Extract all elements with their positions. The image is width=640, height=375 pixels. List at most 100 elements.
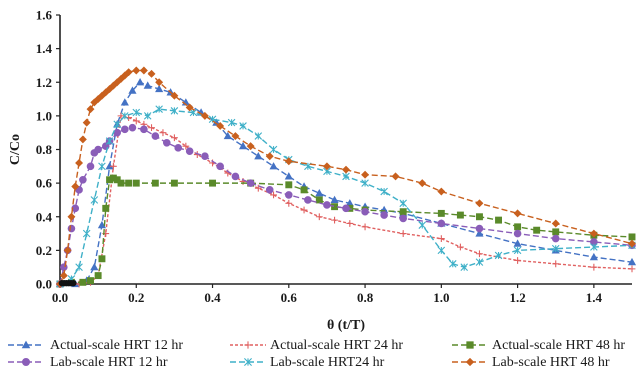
series-2 (56, 112, 636, 288)
data-point (82, 229, 91, 238)
data-point (533, 226, 541, 234)
series-line (59, 108, 633, 285)
data-point (128, 86, 137, 94)
data-point (223, 131, 232, 140)
data-point (342, 172, 350, 181)
legend-label: Lab-scale HRT 12 hr (50, 355, 168, 370)
data-point (155, 84, 164, 93)
data-point (437, 187, 446, 196)
data-point (117, 112, 125, 120)
x-tick-label: 0.6 (281, 290, 298, 305)
data-point (132, 108, 141, 117)
data-point (113, 128, 121, 137)
data-point (418, 179, 427, 188)
y-tick-label: 1.0 (36, 108, 52, 123)
legend-label: Actual-scale HRT 24 hr (270, 338, 403, 353)
data-point (132, 66, 141, 75)
data-point (148, 124, 155, 132)
data-point (391, 172, 400, 181)
data-point (246, 142, 255, 151)
series-layer (56, 66, 636, 288)
data-point (513, 246, 522, 255)
data-point (170, 91, 179, 100)
data-point (143, 112, 152, 120)
data-point (284, 191, 293, 199)
data-point (476, 250, 483, 258)
x-tick-label: 1.2 (509, 290, 525, 305)
data-point (121, 125, 129, 134)
y-tick-label: 1.6 (36, 8, 53, 23)
data-point (315, 196, 323, 204)
legend-label: Lab-scale HRT24 hr (270, 355, 385, 370)
data-point (90, 196, 99, 204)
data-point (79, 278, 87, 286)
legend-item: Lab-scale HRT24 hr (230, 355, 385, 370)
data-point (155, 105, 163, 113)
data-point (136, 78, 145, 86)
legend: Actual-scale HRT 12 hr Actual-scale HRT 2… (8, 338, 625, 370)
axes (56, 14, 632, 288)
data-point (628, 233, 636, 241)
data-point (140, 125, 148, 134)
data-point (342, 204, 350, 213)
x-tick-label: 0.0 (52, 290, 68, 305)
data-point (90, 262, 99, 271)
data-point (552, 260, 560, 268)
data-point (216, 162, 224, 171)
data-point (128, 123, 137, 132)
data-point (98, 162, 106, 171)
legend-item: Actual-scale HRT 48 hr (452, 338, 625, 353)
data-point (121, 112, 129, 120)
y-tick-label: 1.2 (36, 75, 52, 90)
data-point (269, 145, 278, 154)
data-point (315, 213, 323, 221)
data-point (60, 263, 68, 271)
data-point (71, 182, 80, 191)
data-point (475, 224, 484, 233)
y-tick-label: 0.2 (36, 243, 52, 258)
data-point (254, 184, 262, 192)
legend-marker (466, 341, 474, 349)
data-point (94, 272, 102, 280)
data-point (285, 181, 293, 189)
data-point (125, 179, 133, 187)
legend-item: Lab-scale HRT 48 hr (452, 355, 610, 370)
data-point (182, 142, 190, 150)
data-point (174, 144, 183, 152)
data-point (495, 216, 502, 224)
data-point (437, 246, 446, 255)
data-point (551, 234, 560, 243)
data-point (590, 263, 598, 271)
data-point (331, 216, 338, 224)
data-point (551, 219, 560, 228)
data-point (513, 239, 522, 247)
data-point (75, 263, 83, 271)
data-point (109, 162, 117, 170)
data-point (170, 179, 178, 187)
x-tick-label: 1.4 (586, 290, 603, 305)
y-axis-title: C/Co (8, 134, 23, 165)
data-point (185, 103, 194, 112)
data-point (399, 199, 407, 208)
data-point (238, 141, 248, 150)
data-point (113, 120, 121, 129)
data-point (185, 147, 194, 155)
series-3 (56, 174, 636, 288)
data-point (475, 229, 484, 237)
series-line (59, 177, 633, 285)
data-point (342, 165, 350, 174)
series-line (60, 115, 633, 285)
series-line (60, 81, 633, 285)
data-point (475, 199, 484, 208)
data-point (246, 179, 255, 187)
data-point (151, 179, 159, 187)
y-tick-label: 0.6 (36, 176, 53, 191)
data-point (331, 203, 339, 211)
data-point (171, 134, 178, 142)
data-point (513, 229, 522, 238)
data-point (514, 223, 522, 231)
data-point (475, 258, 484, 266)
data-point (143, 81, 152, 89)
data-point (437, 235, 445, 243)
